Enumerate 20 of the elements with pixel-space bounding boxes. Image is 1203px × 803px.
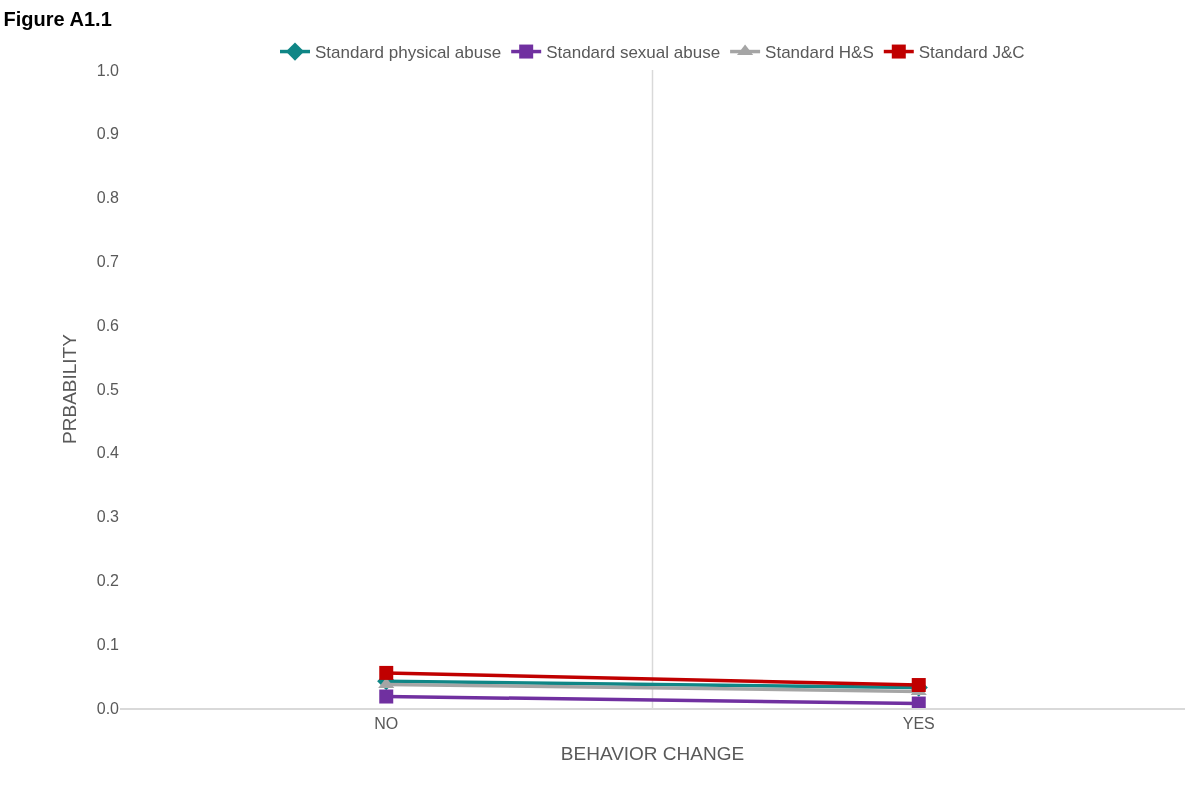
legend-label: Standard H&S	[765, 43, 874, 63]
y-tick-label: 0.9	[96, 125, 120, 143]
x-tick-label: YES	[902, 715, 935, 733]
legend-label: Standard physical abuse	[315, 43, 502, 63]
y-tick-label: 0.4	[96, 444, 120, 462]
y-tick-label: 0.2	[96, 572, 120, 589]
y-tick-label: 0.1	[96, 635, 120, 653]
y-tick-label: 0.6	[96, 316, 120, 334]
y-tick-label: 0.0	[96, 699, 120, 717]
y-tick-label: 0.3	[96, 508, 120, 526]
x-tick-label: NO	[374, 715, 399, 733]
legend-label: Standard sexual abuse	[546, 43, 721, 63]
y-tick-label: 1.0	[96, 61, 120, 79]
x-axis-title: BEHAVIOR CHANGE	[560, 742, 745, 764]
y-tick-label: 0.7	[96, 253, 120, 270]
chart-title: Figure A1.1	[3, 8, 112, 31]
legend-label: Standard J&C	[918, 43, 1025, 63]
y-axis-title: PRBABILITY	[58, 333, 80, 444]
y-tick-label: 0.5	[96, 380, 120, 398]
y-tick-label: 0.8	[96, 189, 120, 207]
